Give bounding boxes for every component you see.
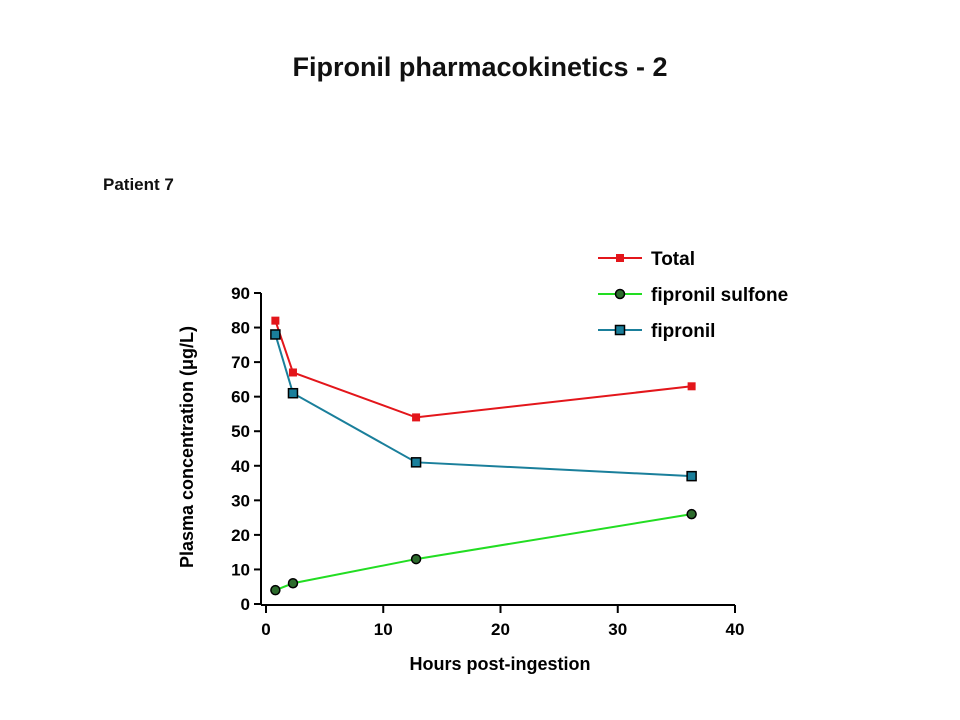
y-tick-label: 10 (231, 560, 250, 579)
legend-label: fipronil sulfone (651, 285, 788, 306)
legend-item-total: Total (598, 249, 695, 270)
legend-swatch-marker (614, 288, 626, 300)
data-point-fipronil-sulfone (410, 553, 422, 565)
legend: Total fipronil sulfone fipronil (598, 249, 788, 342)
x-tick-label: 10 (374, 620, 393, 639)
series-line-fipronil-sulfone (275, 513, 692, 592)
x-tick-label: 40 (726, 620, 745, 639)
legend-item-fipronil: fipronil (598, 321, 715, 342)
series-fipronil (270, 329, 697, 482)
data-point-total (271, 316, 280, 325)
data-point-fipronil (410, 457, 422, 468)
slide-title: Fipronil pharmacokinetics - 2 (292, 52, 668, 82)
data-point-fipronil-sulfone (270, 584, 281, 596)
series-total (271, 316, 696, 422)
data-point-total (412, 413, 421, 422)
y-axis-label: Plasma concentration (μg/L) (177, 326, 197, 568)
data-point-fipronil (287, 387, 299, 399)
y-tick-label: 80 (231, 319, 250, 338)
x-tick-label: 20 (491, 620, 510, 639)
data-point-fipronil (270, 329, 281, 340)
data-point-total (687, 382, 696, 391)
y-tick-label: 90 (231, 284, 250, 303)
legend-label: fipronil (651, 321, 715, 342)
data-point-total (288, 368, 297, 377)
legend-swatch-marker (614, 324, 626, 336)
data-point-fipronil-sulfone (686, 508, 697, 520)
x-tick-label: 0 (261, 620, 270, 639)
x-axis-label: Hours post-ingestion (410, 654, 591, 674)
y-tick-label: 20 (231, 526, 250, 545)
series-line-total (274, 320, 692, 419)
y-tick-label: 0 (241, 595, 250, 614)
data-point-fipronil (686, 470, 697, 482)
legend-item-fipronil-sulfone: fipronil sulfone (598, 285, 788, 306)
series-layer (270, 316, 697, 596)
series-fipronil-sulfone (270, 508, 697, 596)
y-tick-label: 40 (231, 457, 250, 476)
y-tick-label: 30 (231, 491, 250, 510)
axes: 0 10 20 30 40 50 60 70 80 90 0 10 20 30 40 (231, 284, 744, 639)
y-tick-label: 60 (231, 388, 250, 407)
legend-swatch-marker (616, 254, 624, 262)
y-tick-label: 70 (231, 353, 250, 372)
x-tick-label: 30 (608, 620, 627, 639)
legend-label: Total (651, 249, 695, 270)
patient-label: Patient 7 (103, 175, 174, 194)
series-line-fipronil (274, 334, 692, 478)
y-tick-label: 50 (231, 422, 250, 441)
data-point-fipronil-sulfone (287, 578, 299, 589)
